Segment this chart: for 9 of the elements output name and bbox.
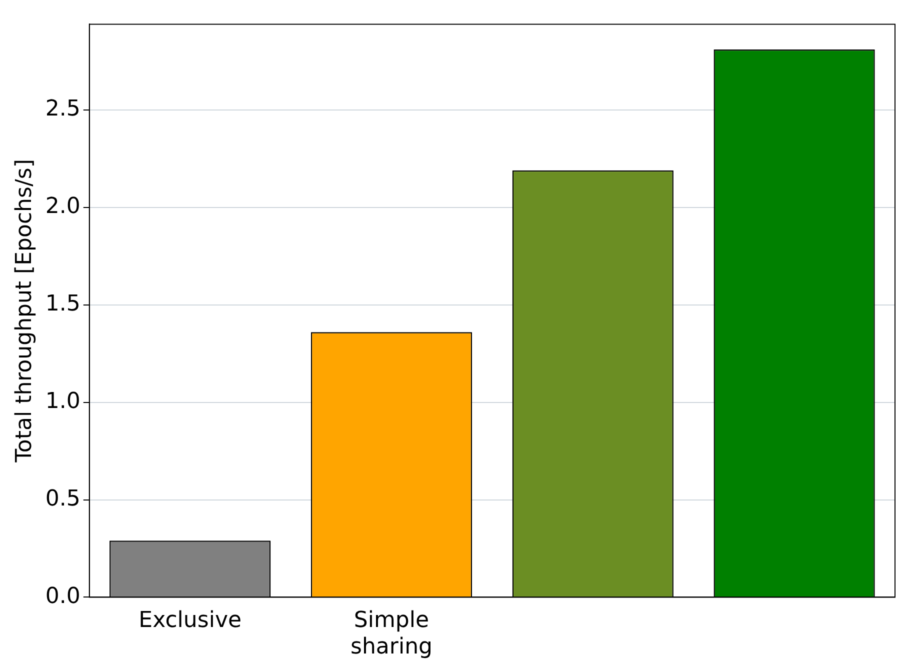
y-tick-label: 2.0	[45, 194, 80, 220]
y-tick-label: 1.0	[45, 389, 80, 414]
y-axis-title: Total throughput [Epochs/s]	[12, 159, 37, 464]
y-tick-label: 0.5	[45, 486, 80, 512]
y-tick-label: 0.0	[45, 584, 80, 609]
y-tick-label: 2.5	[45, 96, 80, 122]
x-tick-label: Simple sharing	[350, 608, 432, 660]
x-tick-label: Exclusive	[138, 608, 242, 634]
y-tick-label: 1.5	[45, 292, 80, 317]
